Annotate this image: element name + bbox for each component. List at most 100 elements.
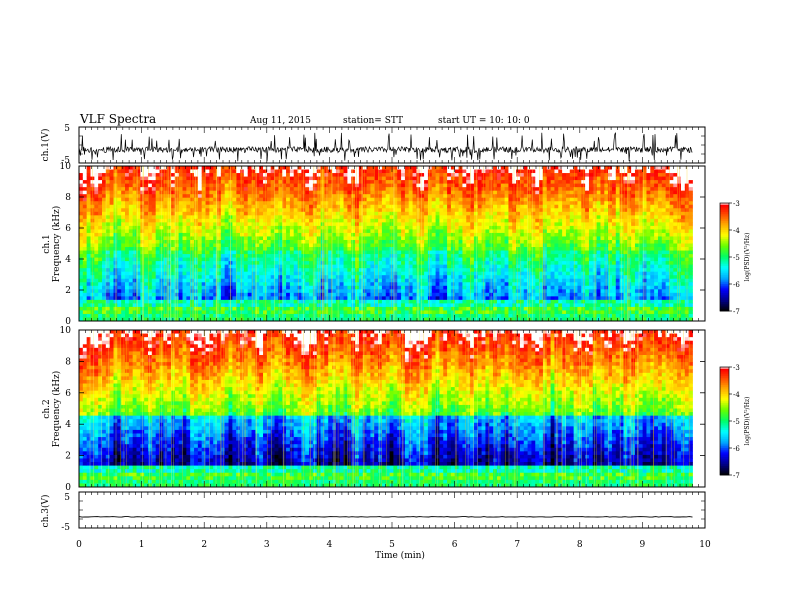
- spectrogram-cell: [366, 257, 371, 262]
- spectrogram-cell: [450, 166, 456, 170]
- spectrogram-cell: [167, 232, 172, 237]
- spectrogram-cell: [412, 285, 417, 290]
- spectrogram-cell: [186, 268, 191, 273]
- spectrogram-cell: [305, 285, 310, 290]
- spectrogram-cell: [385, 208, 390, 213]
- spectrogram-cell: [332, 218, 337, 223]
- spectrogram-cell: [297, 299, 302, 304]
- spectrogram-cell: [393, 215, 398, 220]
- spectrogram-cell: [435, 317, 440, 322]
- spectrogram-cell: [473, 190, 479, 195]
- spectrogram-cell: [424, 222, 429, 227]
- spectrogram-cell: [443, 306, 448, 311]
- spectrogram-cell: [466, 236, 471, 241]
- spectrogram-cell: [362, 278, 367, 283]
- spectrogram-cell: [151, 190, 157, 195]
- spectrogram-cell: [286, 306, 291, 311]
- spectrogram-cell: [278, 169, 283, 174]
- spectrogram-cell: [347, 299, 352, 304]
- spectrogram-cell: [186, 250, 191, 255]
- spectrogram-cell: [136, 176, 141, 181]
- spectrogram-cell: [213, 264, 218, 269]
- spectrogram-cell: [370, 247, 375, 251]
- spectrogram-cell: [125, 173, 130, 177]
- spectrogram-cell: [454, 303, 459, 308]
- spectrogram-cell: [109, 187, 114, 192]
- spectrogram-cell: [190, 271, 195, 276]
- spectrogram-cell: [259, 247, 264, 251]
- spectrogram-cell: [358, 194, 364, 199]
- spectrogram-cell: [236, 299, 241, 304]
- spectrogram-cell: [190, 310, 195, 315]
- spectrogram-cell: [431, 306, 436, 311]
- spectrogram-cell: [270, 264, 275, 269]
- spectrogram-cell: [404, 180, 410, 185]
- spectrogram-cell: [408, 296, 413, 301]
- spectrogram-cell: [247, 180, 252, 185]
- spectrogram-cell: [343, 229, 348, 234]
- spectrogram-cell: [148, 247, 153, 251]
- spectrogram-cell: [171, 271, 176, 276]
- spectrogram-cell: [324, 247, 329, 251]
- spectrogram-cell: [194, 299, 199, 304]
- spectrogram-cell: [412, 268, 417, 273]
- spectrogram-cell: [447, 166, 452, 170]
- spectrogram-cell: [197, 289, 203, 294]
- spectrogram-cell: [132, 275, 137, 280]
- spectrogram-cell: [289, 225, 295, 230]
- spectrogram-cell: [401, 282, 406, 287]
- spectrogram-cell: [347, 187, 352, 192]
- spectrogram-cell: [339, 292, 344, 297]
- spectrogram-cell: [113, 201, 118, 206]
- spectrogram-cell: [358, 299, 364, 304]
- spectrogram-cell: [289, 236, 295, 241]
- spectrogram-cell: [125, 264, 130, 269]
- spectrogram-cell: [209, 257, 214, 262]
- spectrogram-cell: [339, 275, 344, 280]
- spectrogram-cell: [197, 211, 203, 216]
- spectrogram-cell: [385, 310, 390, 315]
- spectrogram-cell: [450, 176, 456, 181]
- spectrogram-cell: [209, 313, 214, 318]
- spectrogram-cell: [470, 285, 475, 290]
- spectrogram-cell: [470, 250, 475, 255]
- spectrogram-cell: [477, 232, 482, 237]
- spectrogram-cell: [485, 222, 490, 227]
- spectrogram-cell: [427, 296, 433, 301]
- spectrogram-cell: [128, 306, 134, 311]
- spectrogram-cell: [443, 313, 448, 318]
- spectrogram-cell: [178, 218, 183, 223]
- spectrogram-cell: [109, 271, 114, 276]
- spectrogram-cell: [282, 169, 287, 174]
- spectrogram-cell: [435, 278, 440, 283]
- spectrogram-cell: [462, 190, 467, 195]
- spectrogram-cell: [79, 310, 84, 315]
- spectrogram-cell: [205, 264, 210, 269]
- spectrogram-cell: [117, 292, 122, 297]
- spectrogram-cell: [378, 310, 383, 315]
- spectrogram-cell: [266, 275, 272, 280]
- spectrogram-cell: [293, 317, 298, 322]
- spectrogram-cell: [435, 306, 440, 311]
- spectrogram-cell: [381, 180, 387, 185]
- spectrogram-cell: [144, 275, 149, 280]
- spectrogram-cell: [270, 313, 275, 318]
- spectrogram-cell: [182, 204, 187, 209]
- spectrogram-cell: [82, 173, 88, 177]
- spectrogram-cell: [332, 183, 337, 188]
- spectrogram-cell: [128, 190, 134, 195]
- spectrogram-cell: [220, 247, 226, 251]
- spectrogram-cell: [128, 180, 134, 185]
- spectrogram-cell: [282, 229, 287, 234]
- spectrogram-cell: [155, 201, 160, 206]
- spectrogram-cell: [470, 289, 475, 294]
- spectrogram-cell: [443, 183, 448, 188]
- spectrogram-cell: [370, 239, 375, 244]
- spectrogram-cell: [255, 268, 260, 273]
- spectrogram-cell: [378, 282, 383, 287]
- spectrogram-cell: [270, 271, 275, 276]
- spectrogram-cell: [155, 180, 160, 185]
- spectrogram-cell: [339, 236, 344, 241]
- spectrogram-cell: [385, 201, 390, 206]
- spectrogram-cell: [439, 208, 444, 213]
